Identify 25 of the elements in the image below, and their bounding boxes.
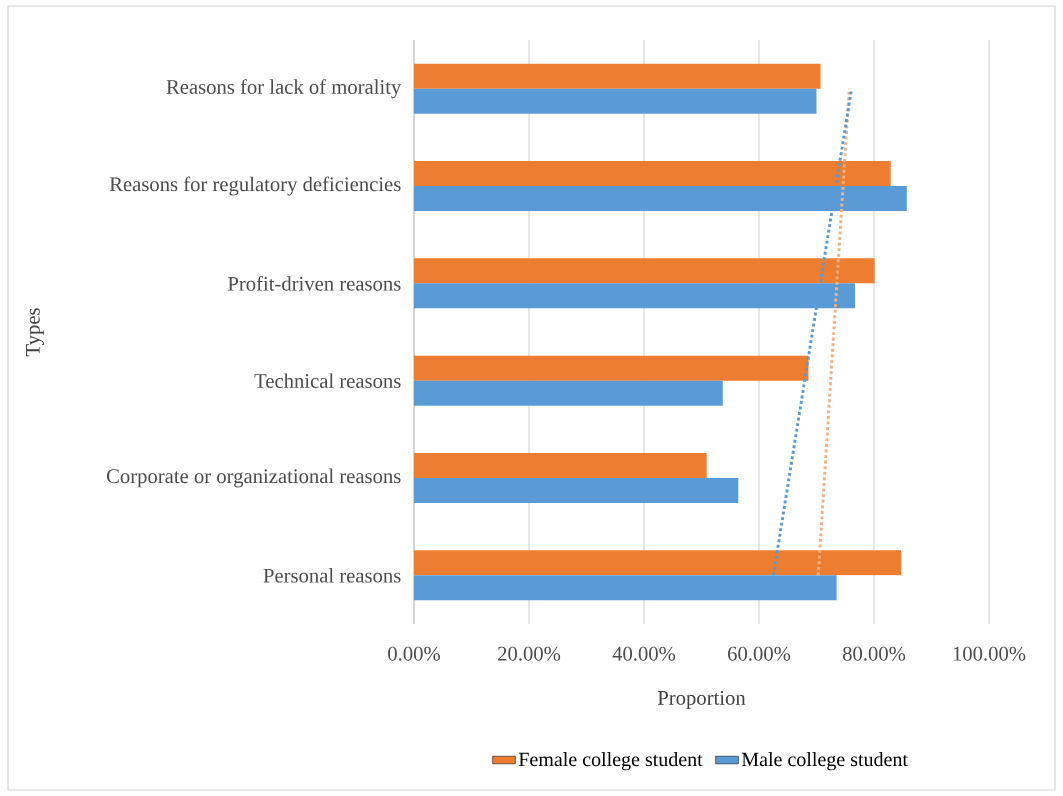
x-tick-label: 100.00%	[953, 646, 1026, 661]
x-tick-label: 40.00%	[612, 646, 676, 661]
y-tick-label: Reasons for lack of morality	[166, 79, 402, 99]
y-tick-label: Technical reasons	[254, 373, 401, 388]
legend-label: Male college student	[741, 752, 908, 771]
bar	[414, 88, 817, 114]
bar	[414, 355, 809, 381]
bar	[414, 63, 821, 89]
x-axis-title: Proportion	[657, 690, 746, 710]
x-tick-label: 60.00%	[728, 646, 791, 661]
bar	[414, 550, 902, 576]
bar	[414, 380, 723, 406]
x-tick-label: 80.00%	[842, 646, 906, 661]
y-tick-label: Profit-driven reasons	[227, 275, 401, 291]
x-tick-label: 20.00%	[498, 646, 561, 661]
legend-label: Female college student	[518, 752, 703, 771]
x-tick-label: 0.00%	[388, 646, 440, 661]
y-tick-label: Personal reasons	[263, 568, 401, 583]
bar	[414, 453, 707, 479]
y-axis-title: Types	[26, 308, 44, 357]
bar	[414, 258, 875, 284]
bar	[414, 161, 891, 187]
y-tick-label: Reasons for regulatory deficiencies	[109, 176, 401, 196]
y-tick-label: Corporate or organizational reasons	[106, 468, 401, 488]
bar	[414, 478, 739, 504]
